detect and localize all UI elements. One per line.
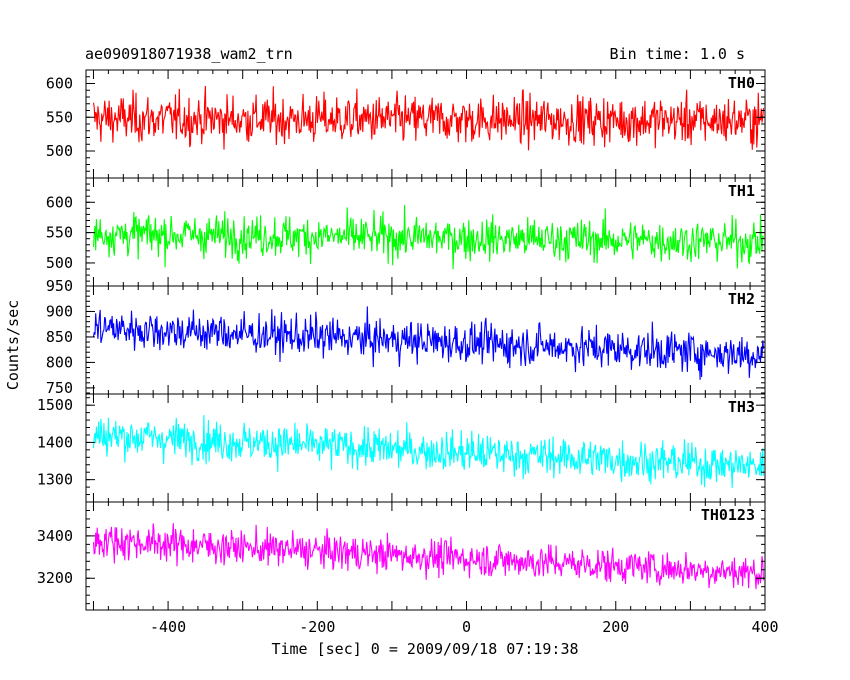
y-tick-label: 550 [46,108,73,126]
series-th2-line [92,306,765,380]
panel-label: TH1 [728,182,755,200]
panel-frame [85,285,766,395]
panel-frame [85,501,766,611]
panels-group: 500 550 600 TH0 500 550 600 TH1 750 800 850 900 950 T… [37,69,766,611]
panel-th1: 500 550 600 TH1 [46,177,766,287]
panel-label: TH2 [728,290,755,308]
y-tick-label: 500 [46,254,73,272]
y-axis-label: Counts/sec [4,300,22,390]
y-tick-label: 600 [46,193,73,211]
panel-label: TH3 [728,398,755,416]
x-axis-label: Time [sec] 0 = 2009/09/18 07:19:38 [271,640,578,658]
y-tick-label: 3200 [37,569,73,587]
panel-label: TH0 [728,74,755,92]
panel-th3: 1300 1400 1500 TH3 [37,393,766,503]
y-tick-label: 500 [46,142,73,160]
chart-title-left: ae090918071938_wam2_trn [85,45,293,63]
y-tick-label: 900 [46,302,73,320]
panel-th0: 500 550 600 TH0 [46,69,766,179]
y-tick-label: 850 [46,328,73,346]
x-tick-label: -400 [150,618,186,636]
y-tick-label: 3400 [37,527,73,545]
series-th0-line [92,85,765,151]
series-th3-line [92,414,765,488]
x-tick-label: 200 [602,618,629,636]
series-th1-line [92,204,765,270]
panel-th2: 750 800 850 900 950 TH2 [46,277,766,397]
x-tick-label: 400 [751,618,778,636]
x-axis: -400 -200 0 200 400 [150,618,779,636]
y-tick-label: 600 [46,75,73,93]
panel-label: TH0123 [701,506,755,524]
panel-th0123: 3200 3400 TH0123 [37,501,766,611]
y-tick-label: 750 [46,379,73,397]
y-tick-label: 550 [46,224,73,242]
y-tick-label: 1300 [37,471,73,489]
y-tick-label: 1500 [37,396,73,414]
series-th0123-line [92,523,765,590]
y-tick-label: 950 [46,277,73,295]
chart-title-right: Bin time: 1.0 s [609,45,745,63]
y-tick-label: 1400 [37,433,73,451]
x-tick-label: 0 [462,618,471,636]
x-tick-label: -200 [299,618,335,636]
y-tick-label: 800 [46,353,73,371]
